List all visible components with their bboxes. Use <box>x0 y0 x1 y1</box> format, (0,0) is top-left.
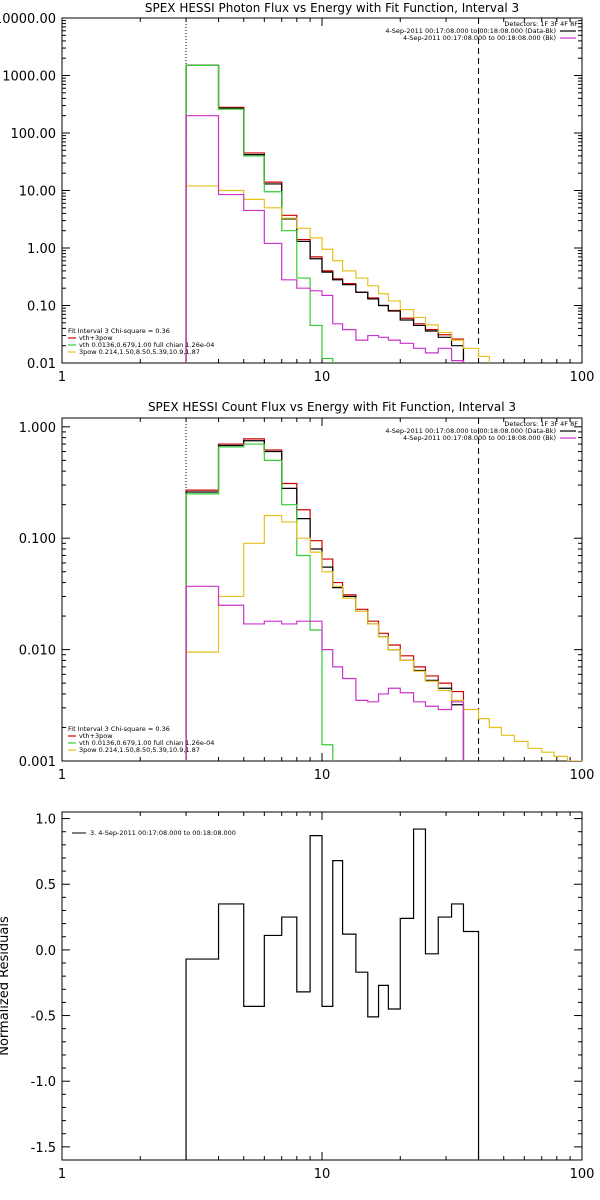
y-tick-label: 0.010 <box>19 644 56 659</box>
legend-entry: vth 0.0136,0.679,1.00 full chian 1.26e-0… <box>79 739 214 747</box>
x-tick-label: 100 <box>570 1167 595 1182</box>
series-data-bk <box>185 64 465 363</box>
y-tick-label: -1.5 <box>31 1141 56 1156</box>
x-tick-label: 10 <box>314 1167 331 1182</box>
x-tick-label: 10 <box>314 370 331 385</box>
chart-panel-2: SPEX HESSI Count Flux vs Energy with Fit… <box>19 400 595 783</box>
chart-title: SPEX HESSI Count Flux vs Energy with Fit… <box>148 400 516 414</box>
y-tick-label: -0.5 <box>31 1010 56 1025</box>
series-bk <box>185 115 465 363</box>
x-tick-label: 10 <box>314 768 331 783</box>
y-tick-label: 10000.00 <box>0 12 56 27</box>
legend-entry: 4-Sep-2011 00:17:08.000 to 00:18:08.000 … <box>403 434 556 442</box>
legend-entry: 3. 4-Sep-2011 00:17:08.000 to 00:18:08.0… <box>90 829 236 837</box>
series-vth-3pow <box>185 64 465 363</box>
series-vth-3pow <box>185 438 465 761</box>
y-axis-label: Normalized Residuals <box>0 916 12 1056</box>
legend-entry: 4-Sep-2011 00:17:08.000 to 00:18:08.000 … <box>385 27 556 35</box>
y-tick-label: 0.10 <box>27 300 56 315</box>
legend-entry: vth 0.0136,0.679,1.00 full chian 1.26e-0… <box>79 341 214 349</box>
series-bk <box>185 585 465 761</box>
series-vth <box>185 443 334 761</box>
detectors-label: Detectors: 1F 3F 4F 8F <box>504 20 578 28</box>
x-tick-label: 1 <box>58 768 66 783</box>
y-tick-label: 1.00 <box>27 242 56 257</box>
detectors-label: Detectors: 1F 3F 4F 8F <box>504 420 578 428</box>
y-tick-label: 1.0 <box>35 813 56 828</box>
y-tick-label: 0.001 <box>19 755 56 770</box>
y-tick-label: 10.00 <box>19 185 56 200</box>
legend-entry: vth+3pow <box>79 334 113 342</box>
chart-panel-3: 1 10 100 1.0 0.5 0.0 -0.5 -1.0 -1.5 Normalized Re… <box>0 811 595 1182</box>
series-3pow <box>185 185 490 363</box>
y-tick-label: 100.00 <box>11 127 57 142</box>
legend-entry: 3pow 0.214,1.50,8.50,5.39,10.9,1.87 <box>79 746 200 754</box>
legend-entry: Fit Interval 3 Chi-square = 0.36 <box>68 725 170 733</box>
y-tick-label: 0.01 <box>27 357 56 372</box>
legend-entry: 3pow 0.214,1.50,8.50,5.39,10.9,1.87 <box>79 348 200 356</box>
y-tick-label: 1000.00 <box>2 70 56 85</box>
legend-entry: 4-Sep-2011 00:17:08.000 to 00:18:08.000 … <box>403 34 556 42</box>
y-tick-label: 0.0 <box>35 944 56 959</box>
y-tick-label: 0.100 <box>19 532 56 547</box>
legend-entry: 4-Sep-2011 00:17:08.000 to 00:18:08.000 … <box>385 427 556 435</box>
series-residuals <box>185 828 480 1160</box>
series-vth <box>185 64 334 363</box>
legend-entry: Fit Interval 3 Chi-square = 0.36 <box>68 327 170 335</box>
x-tick-label: 1 <box>58 1167 66 1182</box>
x-tick-label: 100 <box>570 768 595 783</box>
legend-entry: vth+3pow <box>79 732 113 740</box>
series-data-bk <box>185 440 465 761</box>
chart-title: SPEX HESSI Photon Flux vs Energy with Fi… <box>145 1 519 15</box>
plot-frame <box>61 17 583 364</box>
x-tick-label: 1 <box>58 370 66 385</box>
y-tick-label: -1.0 <box>31 1075 56 1090</box>
chart-panel-1: SPEX HESSI Photon Flux vs Energy with Fi… <box>0 1 594 385</box>
x-tick-label: 100 <box>570 370 595 385</box>
series-3pow <box>185 514 582 761</box>
y-tick-label: 1.000 <box>19 421 56 436</box>
y-tick-label: 0.5 <box>35 878 56 893</box>
